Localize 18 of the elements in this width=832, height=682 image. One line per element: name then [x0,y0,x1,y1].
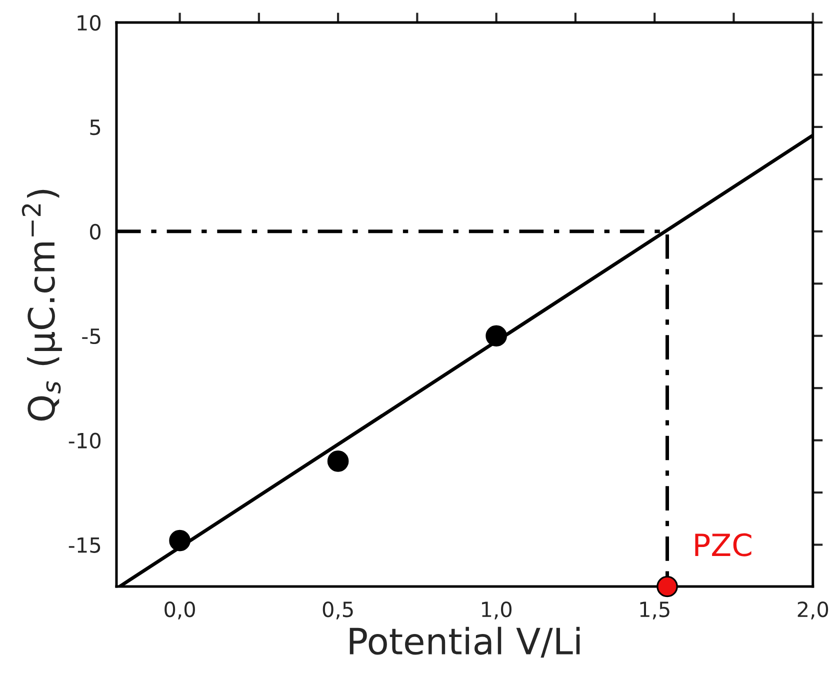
y-tick-label: -10 [68,432,101,449]
point [169,530,190,552]
y-tick-label: -5 [82,328,100,344]
y-tick-label: 0 [90,224,101,240]
y-tick-label: 10 [78,14,101,31]
point [327,450,349,472]
x-tick-label: 0,0 [164,601,195,620]
x-tick-label: 2,0 [798,601,828,620]
y-axis-title: Q$_{s}$ (µC.cm$^{−2}$) [22,190,62,421]
x-axis-title: Potential V/Li [350,626,580,658]
y-tick-label: -15 [68,537,100,553]
annotation: PZC [695,533,752,556]
point [486,325,507,347]
x-tick-label: 1,0 [482,601,512,620]
point [656,576,678,598]
x-tick-label: 1,5 [640,602,670,620]
y-tick-label: 5 [90,120,100,136]
x-tick-label: 0,5 [322,601,353,620]
